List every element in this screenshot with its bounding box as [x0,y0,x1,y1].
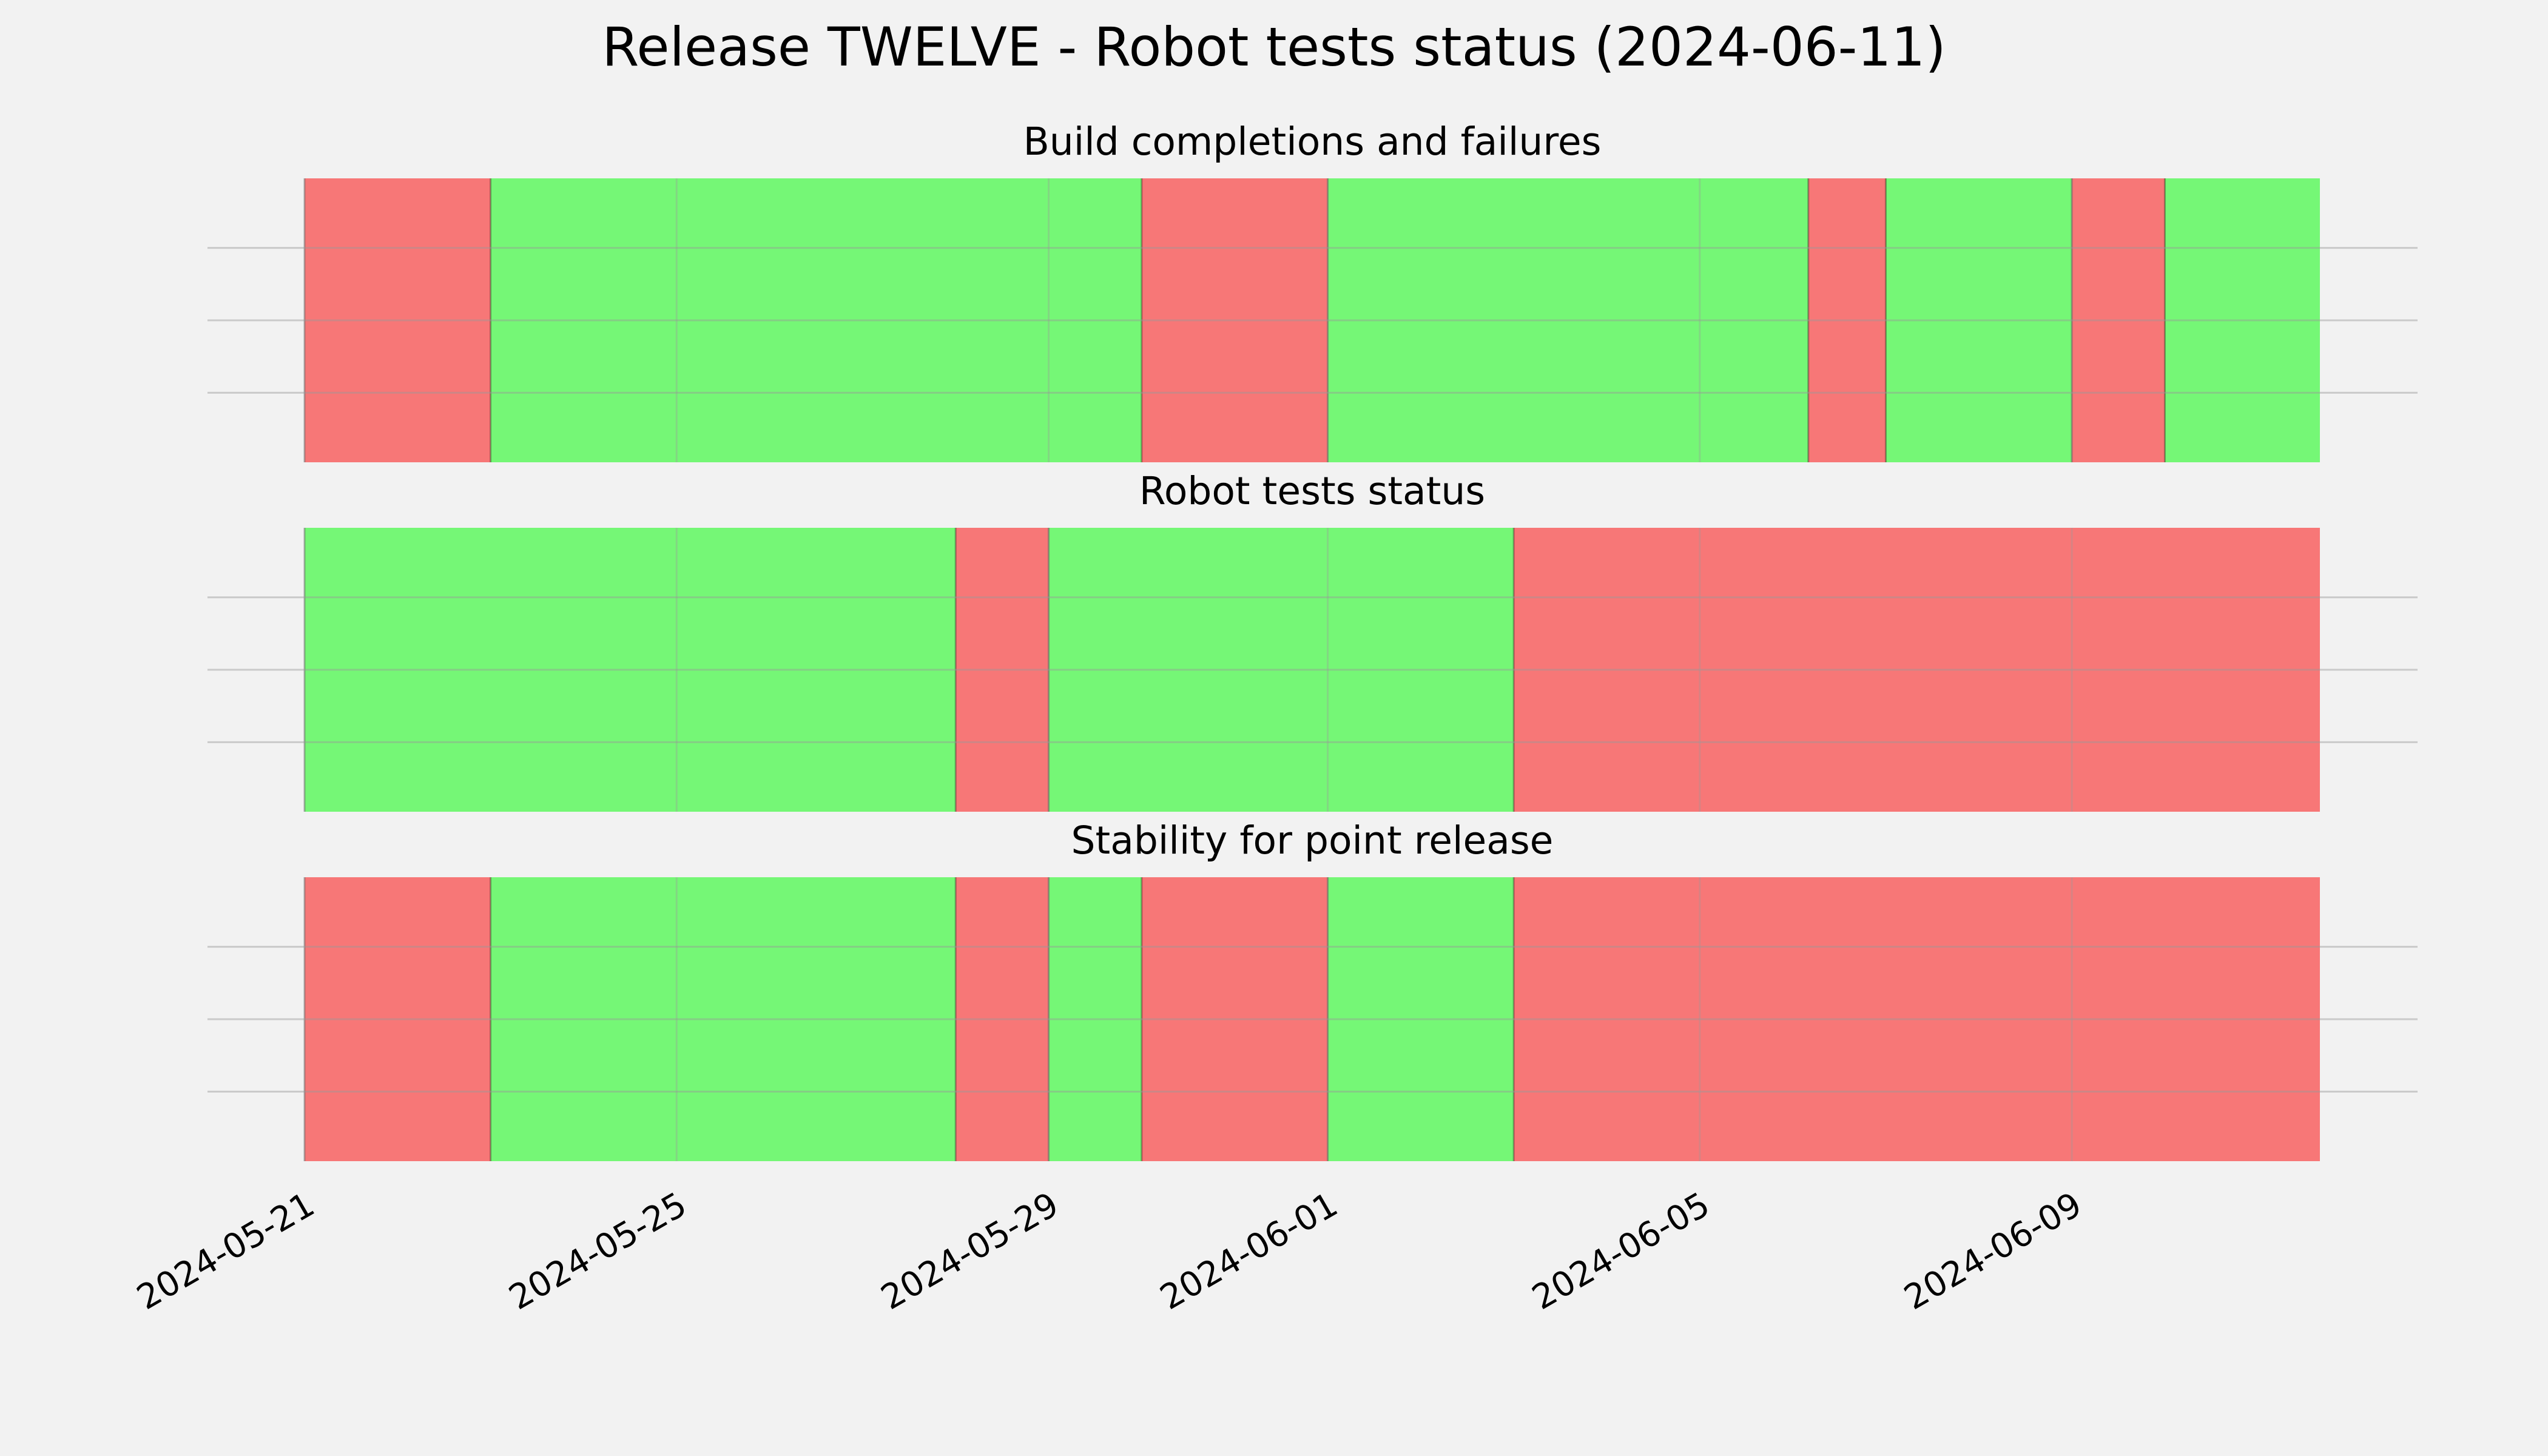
status-segment-success [1048,528,1514,812]
status-segment-failure [1514,877,2320,1161]
panel-title: Stability for point release [1071,818,1554,863]
status-segment-success [1327,178,1808,462]
panel-1: Build completions and failures [207,120,2418,462]
status-segment-failure [1141,178,1328,462]
status-segment-failure [305,877,491,1161]
status-segment-success [490,877,956,1161]
status-segment-failure [956,877,1049,1161]
panels-layer: Build completions and failures Robot test… [207,120,2418,1161]
status-segment-failure [305,178,491,462]
status-segment-success [490,178,1142,462]
status-segment-failure [2072,178,2165,462]
panel-3: Stability for point release [207,818,2418,1161]
panel-2: Robot tests status [207,469,2418,812]
status-segment-failure [1514,528,2320,812]
status-segment-failure [1141,877,1328,1161]
panel-title: Build completions and failures [1023,120,1602,164]
chart-title: Release TWELVE - Robot tests status (202… [602,16,1946,78]
status-segment-success [2165,178,2320,462]
status-segment-failure [1808,178,1886,462]
status-segment-success [1327,877,1514,1161]
status-segment-success [1048,877,1142,1161]
status-segment-success [1886,178,2072,462]
status-segment-failure [956,528,1049,812]
panel-title: Robot tests status [1139,469,1485,513]
status-segment-success [305,528,956,812]
